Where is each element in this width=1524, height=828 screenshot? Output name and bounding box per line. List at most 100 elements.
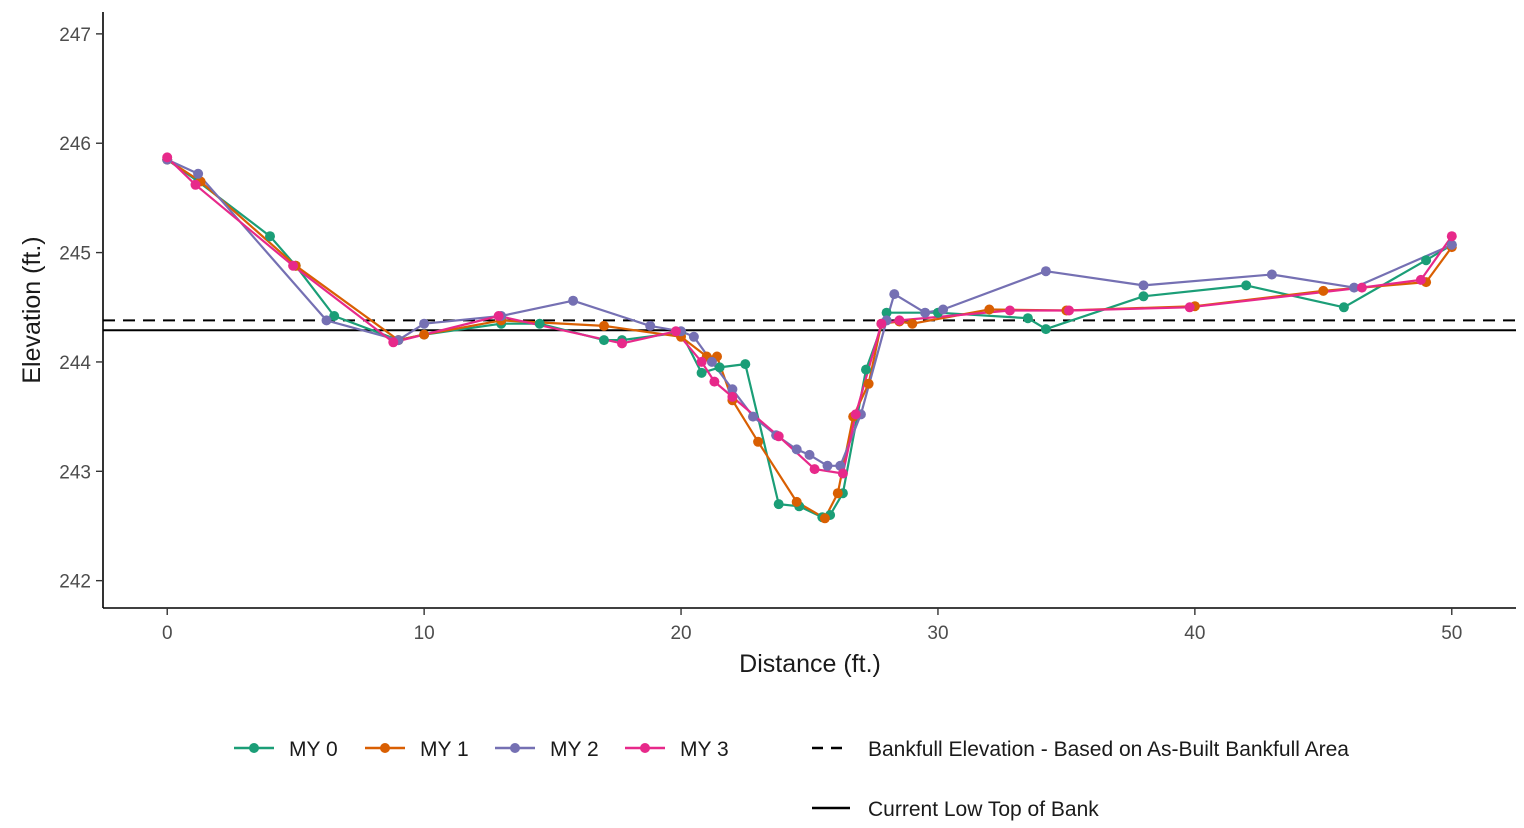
data-point-my-2 (688, 331, 699, 342)
data-point-my-3 (493, 311, 504, 321)
legend-key-point (640, 743, 650, 753)
legend-label: MY 2 (550, 738, 599, 761)
data-point-my-2 (1349, 282, 1360, 293)
data-point-my-0 (265, 231, 275, 242)
data-point-my-0 (1338, 302, 1349, 313)
data-point-my-3 (709, 376, 720, 387)
legend-label: MY 3 (680, 738, 729, 761)
data-point-my-1 (832, 488, 843, 499)
legend: MY 0 MY 1 MY 2 MY 3 Bankfull Elevation - Bas… (234, 738, 1349, 821)
data-point-my-3 (617, 338, 627, 349)
data-point-my-0 (740, 359, 751, 370)
data-point-my-1 (1318, 285, 1329, 296)
x-tick-label: 10 (414, 623, 435, 644)
data-point-my-3 (696, 356, 707, 367)
data-point-my-0 (861, 364, 871, 375)
data-point-my-1 (819, 513, 830, 524)
data-point-my-0 (599, 335, 609, 346)
data-point-my-2 (920, 307, 931, 318)
data-point-my-0 (1022, 313, 1033, 324)
series-line-my-3 (166, 156, 1453, 475)
y-axis-title: Elevation (ft.) (18, 236, 46, 383)
data-point-my-0 (329, 311, 340, 321)
axes: 0 10 20 30 40 50 242 243 244 245 246 247 (59, 12, 1516, 644)
data-point-my-0 (696, 367, 707, 378)
data-point-my-1 (863, 378, 874, 389)
data-point-my-2 (419, 318, 430, 329)
legend-label: MY 1 (420, 738, 469, 761)
x-tick-label: 40 (1184, 623, 1205, 644)
data-point-my-1 (984, 304, 995, 315)
legend-item-my-2: MY 2 (495, 738, 599, 761)
data-point-my-0 (881, 307, 892, 318)
data-point-my-3 (162, 152, 173, 163)
data-point-my-3 (809, 464, 820, 475)
legend-key-point (249, 743, 259, 753)
data-point-my-2 (645, 320, 656, 331)
data-point-my-0 (534, 318, 545, 329)
y-tick-label: 246 (59, 134, 91, 155)
y-tick-label: 242 (59, 572, 91, 593)
data-point-my-3 (670, 326, 681, 337)
data-point-my-0 (714, 362, 725, 373)
legend-item-my-0: MY 0 (234, 738, 338, 761)
data-point-my-2 (889, 289, 900, 300)
data-point-my-2 (835, 460, 846, 471)
data-point-my-3 (773, 431, 784, 442)
data-point-my-2 (804, 449, 815, 460)
legend-item-bankfull: Bankfull Elevation - Based on As-Built B… (812, 738, 1349, 761)
series-points (162, 152, 1457, 524)
plot-area (103, 152, 1516, 524)
data-point-my-1 (907, 318, 918, 329)
data-point-my-2 (1040, 266, 1051, 277)
data-point-my-0 (773, 499, 784, 510)
data-point-my-3 (388, 337, 399, 348)
x-tick-label: 30 (927, 623, 948, 644)
data-point-my-2 (193, 168, 204, 179)
data-point-my-2 (1138, 280, 1149, 291)
data-point-my-1 (753, 436, 764, 447)
data-point-my-2 (727, 384, 738, 395)
data-point-my-3 (1446, 231, 1457, 242)
legend-label: MY 0 (289, 738, 338, 761)
data-point-my-1 (599, 320, 609, 331)
legend-item-my-1: MY 1 (365, 738, 469, 761)
legend-label: Bankfull Elevation - Based on As-Built B… (868, 738, 1349, 761)
data-point-my-3 (876, 318, 887, 329)
legend-item-low-top-of-bank: Current Low Top of Bank (812, 798, 1099, 821)
y-tick-label: 247 (59, 25, 91, 46)
legend-key-point (380, 743, 390, 753)
data-point-my-2 (706, 356, 717, 367)
data-point-my-3 (1004, 305, 1015, 316)
data-point-my-3 (894, 315, 905, 326)
data-point-my-3 (288, 260, 299, 271)
data-point-my-3 (1356, 282, 1367, 293)
data-point-my-2 (321, 315, 332, 326)
data-point-my-3 (1415, 274, 1426, 285)
series-lines (166, 156, 1453, 520)
y-ticks: 242 243 244 245 246 247 (59, 25, 103, 593)
data-point-my-3 (850, 409, 861, 420)
data-point-my-2 (1266, 269, 1277, 280)
data-point-my-2 (791, 444, 802, 455)
data-point-my-3 (727, 391, 738, 402)
x-ticks: 0 10 20 30 40 50 (162, 608, 1462, 644)
x-axis-title: Distance (ft.) (739, 650, 881, 678)
data-point-my-2 (748, 411, 758, 422)
reference-lines (103, 319, 1516, 332)
data-point-my-3 (1064, 305, 1074, 316)
x-tick-label: 50 (1441, 623, 1462, 644)
data-point-my-2 (822, 460, 833, 471)
y-tick-label: 243 (59, 462, 91, 483)
legend-key-point (510, 743, 520, 753)
data-point-my-0 (1138, 291, 1149, 302)
x-tick-label: 20 (670, 623, 691, 644)
y-tick-label: 245 (59, 244, 91, 265)
data-point-my-0 (1040, 324, 1051, 335)
data-point-my-2 (938, 304, 949, 315)
legend-label: Current Low Top of Bank (868, 798, 1099, 821)
data-point-my-2 (1446, 239, 1457, 250)
data-point-my-1 (791, 496, 802, 507)
data-point-my-3 (837, 468, 848, 479)
